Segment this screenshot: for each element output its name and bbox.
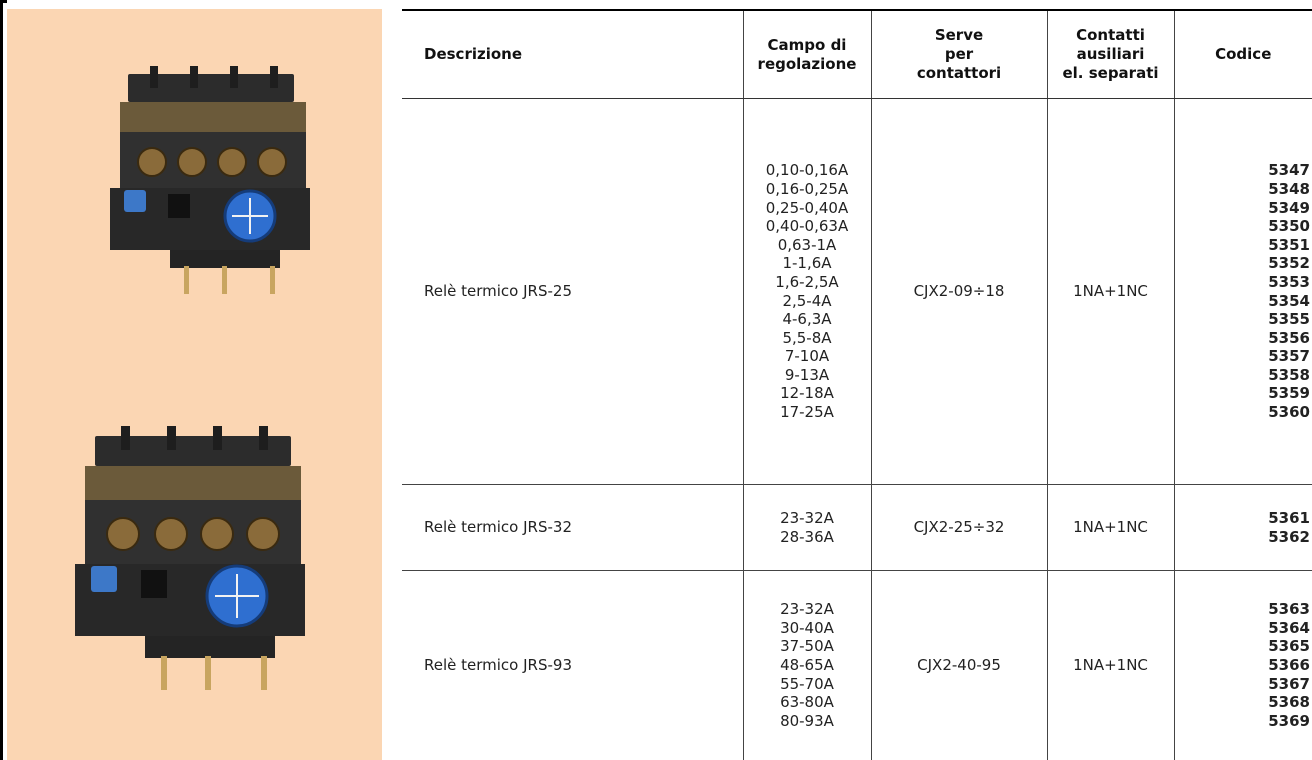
campo-value: 0,40-0,63A [765, 217, 849, 236]
product-photo-panel [7, 9, 382, 760]
codice-value: 5369 [1268, 711, 1310, 730]
cell-serve-per: CJX2-25÷32 [870, 484, 1047, 571]
table-row: Relè termico JRS-93 23-32A 30-40A 37-50A… [402, 570, 1312, 760]
cell-contatti: 1NA+1NC [1046, 570, 1174, 760]
cell-campo-list: 23-32A 28-36A [742, 484, 871, 571]
cell-descrizione: Relè termico JRS-25 [402, 98, 743, 485]
campo-value: 37-50A [780, 637, 834, 656]
cell-serve-per: CJX2-40-95 [870, 570, 1047, 760]
codice-value: 5355 [1268, 310, 1310, 329]
relay-jrs-25-photo [110, 66, 310, 294]
codice-value: 5367 [1268, 674, 1310, 693]
codice-value: 5364 [1268, 618, 1310, 637]
thermal-relay-icon [75, 426, 305, 690]
campo-value: 28-36A [780, 527, 834, 546]
top-corner-rule [0, 0, 7, 3]
header-serve-per-contattori: Serve per contattori [870, 10, 1047, 99]
codice-value: 5360 [1268, 403, 1310, 422]
codice-value: 5365 [1268, 637, 1310, 656]
cell-codici: 5347 5348 5349 5350 5351 5352 5353 5354 … [1173, 98, 1312, 485]
campo-value: 1,6-2,5A [775, 272, 839, 291]
header-descrizione: Descrizione [402, 10, 743, 99]
campo-value: 2,5-4A [782, 291, 832, 310]
campo-value: 4-6,3A [782, 310, 832, 329]
cell-contatti: 1NA+1NC [1046, 98, 1174, 485]
codice-value: 5361 [1268, 508, 1310, 527]
price-table: Descrizione Campo di regolazione Serve p… [402, 9, 1312, 760]
codice-value: 5354 [1268, 291, 1310, 310]
campo-value: 55-70A [780, 674, 834, 693]
campo-value: 0,63-1A [777, 235, 837, 254]
cell-contatti: 1NA+1NC [1046, 484, 1174, 571]
campo-value: 9-13A [784, 365, 830, 384]
codice-value: 5359 [1268, 384, 1310, 403]
campo-value: 5,5-8A [782, 328, 832, 347]
relay-jrs-93-photo [75, 426, 305, 690]
cell-campo-list: 23-32A 30-40A 37-50A 48-65A 55-70A 63-80… [742, 570, 871, 760]
codice-value: 5350 [1268, 217, 1310, 236]
codice-value: 5357 [1268, 347, 1310, 366]
codice-value: 5368 [1268, 693, 1310, 712]
codice-value: 5351 [1268, 235, 1310, 254]
campo-value: 23-32A [780, 508, 834, 527]
codice-value: 5349 [1268, 198, 1310, 217]
campo-value: 12-18A [780, 384, 834, 403]
codice-value: 5353 [1268, 272, 1310, 291]
campo-value: 7-10A [784, 347, 830, 366]
left-border-rule [0, 0, 3, 760]
codice-value: 5363 [1268, 600, 1310, 619]
codice-value: 5352 [1268, 254, 1310, 273]
cell-codici: 5363 5364 5365 5366 5367 5368 5369 [1173, 570, 1312, 760]
cell-campo-list: 0,10-0,16A 0,16-0,25A 0,25-0,40A 0,40-0,… [742, 98, 871, 485]
campo-value: 48-65A [780, 655, 834, 674]
campo-value: 23-32A [780, 600, 834, 619]
campo-value: 0,16-0,25A [765, 179, 849, 198]
header-codice: Codice [1173, 10, 1312, 99]
cell-descrizione: Relè termico JRS-93 [424, 655, 572, 674]
campo-value: 63-80A [780, 693, 834, 712]
campo-value: 1-1,6A [782, 254, 832, 273]
cell-descrizione: Relè termico JRS-32 [402, 484, 743, 571]
header-campo-regolazione: Campo di regolazione [742, 10, 871, 99]
header-contatti-ausiliari: Contatti ausiliari el. separati [1046, 10, 1174, 99]
table-header-row: Descrizione Campo di regolazione Serve p… [402, 10, 1312, 99]
thermal-relay-icon [110, 66, 310, 294]
campo-value: 80-93A [780, 711, 834, 730]
campo-value: 30-40A [780, 618, 834, 637]
codice-value: 5348 [1268, 179, 1310, 198]
codice-value: 5347 [1268, 161, 1310, 180]
table-row: Relè termico JRS-25 0,10-0,16A 0,16-0,25… [402, 98, 1312, 485]
table-row: Relè termico JRS-32 23-32A 28-36A CJX2-2… [402, 484, 1312, 571]
campo-value: 0,10-0,16A [765, 161, 849, 180]
codice-value: 5366 [1268, 655, 1310, 674]
codice-value: 5358 [1268, 365, 1310, 384]
codice-value: 5356 [1268, 328, 1310, 347]
cell-serve-per: CJX2-09÷18 [870, 98, 1047, 485]
campo-value: 0,25-0,40A [765, 198, 849, 217]
cell-codici: 5361 5362 [1173, 484, 1312, 571]
codice-value: 5362 [1268, 527, 1310, 546]
campo-value: 17-25A [780, 403, 834, 422]
